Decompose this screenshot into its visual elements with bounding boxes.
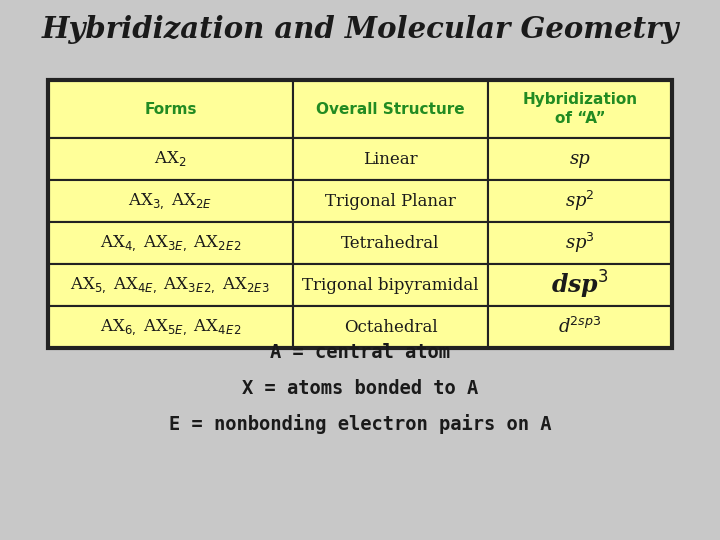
Text: Tetrahedral: Tetrahedral <box>341 234 440 252</box>
Bar <box>293 222 488 264</box>
Text: d$^{2sp}$$^{3}$: d$^{2sp}$$^{3}$ <box>558 317 602 337</box>
Text: sp: sp <box>570 150 590 168</box>
Bar <box>293 264 488 306</box>
Text: Overall Structure: Overall Structure <box>316 102 465 117</box>
Bar <box>488 264 672 306</box>
Text: X = atoms bonded to A: X = atoms bonded to A <box>242 379 478 397</box>
Text: AX$_{5,}$ AX$_{4E,}$ AX$_{3E}$$_{2,}$ AX$_{2E}$$_{3}$: AX$_{5,}$ AX$_{4E,}$ AX$_{3E}$$_{2,}$ AX… <box>71 275 271 295</box>
Bar <box>293 80 488 138</box>
Bar <box>488 138 672 180</box>
Text: AX$_{4,}$ AX$_{3E,}$ AX$_{2E}$$_{2}$: AX$_{4,}$ AX$_{3E,}$ AX$_{2E}$$_{2}$ <box>100 233 241 253</box>
Bar <box>48 80 293 138</box>
Bar <box>488 180 672 222</box>
Bar <box>48 306 293 348</box>
Text: Trigonal Planar: Trigonal Planar <box>325 192 456 210</box>
Bar <box>293 138 488 180</box>
Text: AX$_{2}$: AX$_{2}$ <box>154 150 186 168</box>
Bar <box>488 222 672 264</box>
Bar <box>48 80 672 348</box>
Bar <box>488 306 672 348</box>
Text: Hybridization and Molecular Geometry: Hybridization and Molecular Geometry <box>41 16 679 44</box>
Text: A = central atom: A = central atom <box>270 342 450 361</box>
Text: Trigonal bipyramidal: Trigonal bipyramidal <box>302 276 479 294</box>
Bar <box>293 306 488 348</box>
Text: AX$_{3,}$ AX$_{2E}$: AX$_{3,}$ AX$_{2E}$ <box>128 191 212 211</box>
Text: Hybridization
of “A”: Hybridization of “A” <box>523 92 638 126</box>
Text: Linear: Linear <box>363 151 418 167</box>
Bar <box>48 138 293 180</box>
Text: AX$_{6,}$ AX$_{5E,}$ AX$_{4E}$$_{2}$: AX$_{6,}$ AX$_{5E,}$ AX$_{4E}$$_{2}$ <box>100 317 241 337</box>
Text: E = nonbonding electron pairs on A: E = nonbonding electron pairs on A <box>168 414 552 434</box>
Bar <box>48 264 293 306</box>
Bar <box>48 222 293 264</box>
Text: sp$^{2}$: sp$^{2}$ <box>565 189 595 213</box>
Bar <box>293 180 488 222</box>
Bar <box>488 80 672 138</box>
Text: sp$^{3}$: sp$^{3}$ <box>565 231 595 255</box>
Text: dsp$^{3}$: dsp$^{3}$ <box>551 269 609 301</box>
Text: Forms: Forms <box>144 102 197 117</box>
Text: Octahedral: Octahedral <box>343 319 437 335</box>
Bar <box>48 180 293 222</box>
